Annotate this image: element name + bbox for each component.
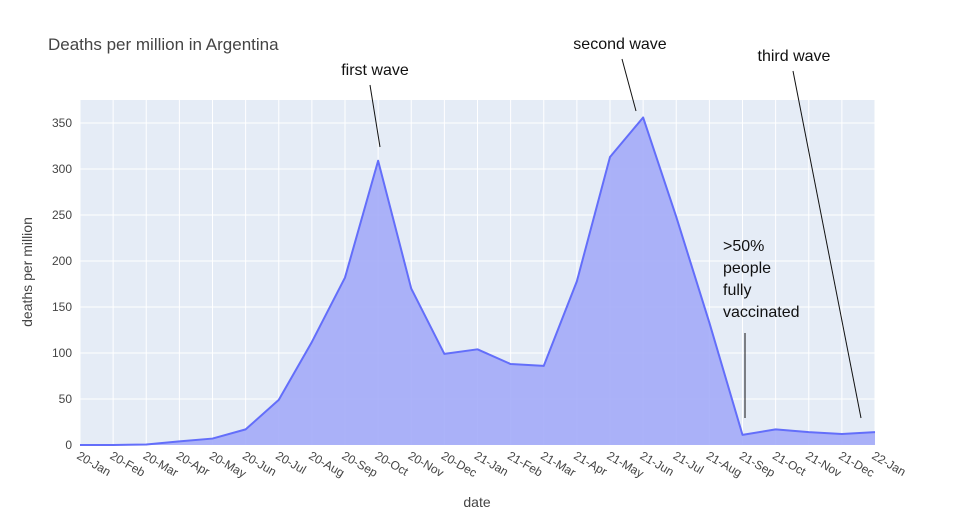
y-tick-label: 150 [52,300,72,314]
y-tick-label: 350 [52,116,72,130]
y-tick-label: 250 [52,208,72,222]
x-tick-label: 21-Aug [704,448,745,479]
annotation-arrow [792,70,862,419]
x-tick-label: 21-Dec [836,448,877,479]
x-tick-label: 20-Nov [406,448,447,479]
x-tick-label: 20-Dec [439,448,480,479]
x-tick-label: 21-Sep [737,448,778,480]
chart-title: Deaths per million in Argentina [48,35,279,54]
annotation-text: people [723,260,771,277]
x-tick-label: 20-Feb [108,448,148,479]
x-tick-label: 21-Oct [770,448,809,478]
annotation-text: third wave [758,48,831,65]
y-tick-label: 200 [52,254,72,268]
x-tick-label: 20-Jan [75,448,114,478]
annotation-text: >50% [723,238,764,255]
annotation-arrow [621,58,637,112]
series-area [79,116,876,446]
annotation-arrow [369,84,381,148]
x-tick-label: 20-Apr [174,448,212,478]
x-tick-label: 21-Feb [505,448,545,479]
x-tick-label: 21-Jun [638,448,677,478]
x-tick-label: 21-Jan [472,448,511,478]
x-tick-label: 22-Jan [870,448,909,478]
annotations: first wave second wave >50% people fully vacc… [341,36,862,419]
y-tick-label: 100 [52,346,72,360]
y-tick-label: 300 [52,162,72,176]
annotation-text: second wave [573,36,666,53]
annotation-text: first wave [341,62,409,79]
x-tick-label: 20-Mar [141,448,181,479]
annotation-text: vaccinated [723,304,800,321]
x-tick-label: 20-Jun [240,448,279,478]
x-tick-label: 20-May [207,448,249,480]
x-axis-label: date [463,494,490,510]
area-fill [80,117,875,445]
x-tick-label: 20-Aug [306,448,347,479]
x-tick-label: 21-Apr [571,448,609,478]
x-tick-label: 21-May [605,448,647,480]
x-tick-label: 21-Mar [538,448,578,479]
x-tick-label: 21-Nov [803,448,844,479]
x-tick-label: 21-Jul [671,448,706,476]
x-tick-label: 20-Oct [373,448,412,478]
x-tick-label: 20-Sep [340,448,381,480]
y-tick-label: 50 [59,392,73,406]
annotation-text: fully [723,282,751,299]
x-tick-label: 20-Jul [273,448,308,476]
x-ticks: 20-Jan20-Feb20-Mar20-Apr20-May20-Jun20-J… [75,448,909,480]
y-ticks: 0 50 100 150 200 250 300 350 [52,116,72,452]
y-tick-label: 0 [65,438,72,452]
y-axis-label: deaths per million [19,217,35,327]
